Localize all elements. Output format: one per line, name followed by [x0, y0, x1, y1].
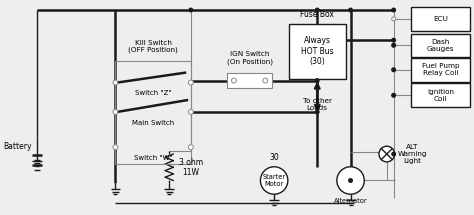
Circle shape: [316, 110, 319, 114]
Circle shape: [337, 167, 365, 194]
Bar: [411, 83, 470, 107]
Circle shape: [113, 109, 118, 114]
Text: Kill Switch
(OFF Position): Kill Switch (OFF Position): [128, 40, 178, 53]
Circle shape: [188, 109, 193, 114]
Text: 3 ohm
11W: 3 ohm 11W: [179, 158, 203, 177]
Circle shape: [188, 80, 193, 85]
Circle shape: [188, 145, 193, 150]
Circle shape: [231, 78, 237, 83]
Text: Always
HOT Bus
(30): Always HOT Bus (30): [301, 36, 334, 66]
Text: Ignition
Coil: Ignition Coil: [427, 89, 454, 102]
Circle shape: [392, 94, 395, 97]
Text: Fuel Pump
Relay Coil: Fuel Pump Relay Coil: [422, 63, 459, 76]
Circle shape: [379, 146, 395, 162]
Bar: [411, 7, 470, 31]
Text: 30: 30: [269, 153, 279, 162]
Circle shape: [316, 8, 319, 12]
Text: Alternator: Alternator: [334, 198, 367, 204]
Text: Fuse Box: Fuse Box: [301, 10, 334, 19]
Circle shape: [113, 80, 118, 85]
Text: Main Switch: Main Switch: [132, 120, 174, 126]
Circle shape: [349, 179, 352, 182]
Circle shape: [392, 68, 396, 72]
Circle shape: [392, 17, 396, 21]
Bar: [411, 58, 470, 81]
Text: To other
Loads: To other Loads: [303, 98, 332, 111]
Circle shape: [392, 43, 396, 47]
Text: Dash
Gauges: Dash Gauges: [427, 39, 455, 52]
Bar: [227, 73, 272, 88]
Text: Starter
Motor: Starter Motor: [263, 174, 286, 187]
Text: Switch "W": Switch "W": [134, 155, 173, 161]
Bar: [289, 24, 346, 79]
Circle shape: [392, 38, 395, 42]
Circle shape: [316, 79, 319, 82]
Circle shape: [349, 8, 352, 12]
Circle shape: [392, 43, 395, 47]
Text: ALT
Warning
Light: ALT Warning Light: [398, 144, 427, 164]
Circle shape: [260, 167, 288, 194]
Text: B+: B+: [346, 175, 356, 181]
Circle shape: [392, 8, 395, 12]
Circle shape: [113, 145, 118, 150]
Text: Switch "Z": Switch "Z": [135, 90, 172, 96]
Circle shape: [392, 152, 395, 156]
Text: D+: D+: [345, 180, 356, 186]
Text: ECU: ECU: [433, 16, 448, 22]
Bar: [115, 61, 191, 164]
Bar: [411, 34, 470, 57]
Circle shape: [392, 68, 395, 72]
Text: Battery: Battery: [4, 142, 32, 151]
Text: IGN Switch
(On Position): IGN Switch (On Position): [227, 51, 273, 65]
Circle shape: [189, 8, 192, 12]
Circle shape: [392, 93, 396, 97]
Circle shape: [263, 78, 268, 83]
